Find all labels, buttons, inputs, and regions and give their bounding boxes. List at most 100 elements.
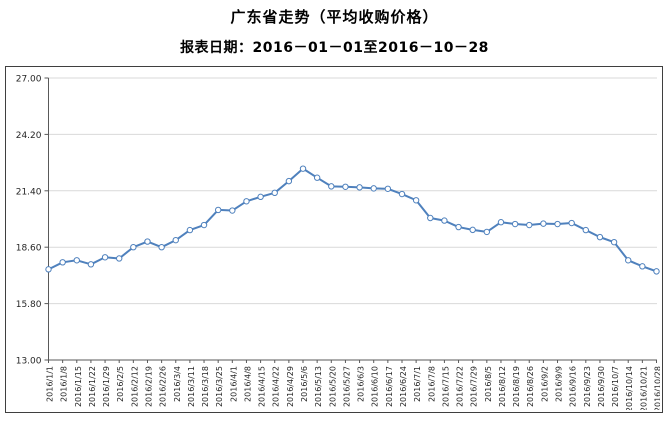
x-axis-label: 2016/1/22 — [88, 366, 97, 407]
data-point-marker — [243, 198, 250, 205]
data-point-marker — [356, 184, 363, 191]
data-point-marker — [469, 226, 476, 234]
x-axis-label: 2016/8/5 — [484, 366, 493, 402]
data-point-marker — [214, 206, 222, 214]
x-axis-label: 2016/1/29 — [102, 366, 111, 407]
x-axis-label: 2016/5/20 — [328, 366, 337, 407]
data-point-marker — [596, 233, 604, 241]
x-axis-label: 2016/3/4 — [173, 366, 182, 402]
data-point-marker — [115, 255, 123, 262]
data-point-marker — [370, 185, 377, 192]
x-axis-label: 2016/1/15 — [74, 366, 83, 407]
data-point-marker — [313, 174, 321, 181]
data-point-marker — [144, 238, 151, 245]
x-axis-label: 2016/7/8 — [427, 366, 436, 402]
x-axis-label: 2016/7/1 — [413, 366, 422, 402]
data-point-marker — [568, 219, 575, 227]
x-axis-label: 2016/10/7 — [611, 366, 620, 407]
data-point-marker — [130, 244, 137, 251]
data-point-marker — [73, 257, 80, 264]
x-axis-label: 2016/5/6 — [300, 366, 309, 402]
x-axis-label: 2016/10/28 — [654, 366, 661, 410]
x-axis-label: 2016/2/5 — [116, 366, 125, 402]
y-axis-label: 27.00 — [16, 75, 42, 85]
x-axis-label: 2016/9/9 — [555, 366, 564, 402]
data-point-marker — [427, 214, 434, 222]
data-point-marker — [526, 221, 533, 229]
x-axis-label: 2016/7/22 — [456, 366, 465, 407]
x-axis-label: 2016/4/29 — [286, 366, 295, 407]
data-point-marker — [285, 177, 293, 185]
x-axis-label: 2016/3/18 — [201, 366, 210, 407]
chart-frame: 27.00 24.20 21.40 18.60 15.80 13.00 2016/1/1 20… — [5, 66, 663, 413]
x-axis-label: 2016/7/15 — [441, 366, 450, 407]
y-axis-label: 21.40 — [16, 187, 42, 197]
data-point-marker — [186, 226, 194, 234]
x-axis-label: 2016/6/3 — [357, 366, 366, 402]
y-axis-label: 15.80 — [16, 300, 42, 310]
data-point-marker — [455, 223, 462, 231]
data-point-marker — [582, 226, 590, 234]
x-axis-label: 2016/1/8 — [60, 366, 69, 402]
data-point-marker — [200, 221, 208, 229]
data-point-marker — [257, 193, 264, 201]
data-point-marker — [398, 190, 406, 198]
data-point-marker — [229, 207, 236, 214]
data-point-marker — [483, 228, 491, 236]
x-axis-label: 2016/10/21 — [639, 366, 648, 410]
x-axis-label: 2016/6/24 — [399, 366, 408, 407]
data-point-marker — [342, 183, 349, 190]
x-axis-label: 2016/2/26 — [159, 366, 168, 407]
x-axis-label: 2016/7/29 — [470, 366, 479, 407]
x-axis-label: 2016/8/19 — [512, 366, 521, 407]
data-point-marker — [328, 183, 335, 190]
data-point-marker — [384, 185, 392, 192]
x-axis-label: 2016/9/23 — [583, 366, 592, 407]
x-axis-label: 2016/3/25 — [215, 366, 224, 407]
data-point-marker — [299, 165, 307, 172]
x-axis-label: 2016/4/22 — [272, 366, 281, 407]
x-axis-label: 2016/2/19 — [144, 366, 153, 407]
x-axis-label: 2016/4/15 — [258, 366, 267, 407]
y-axis-label: 13.00 — [16, 357, 42, 367]
x-axis-label: 2016/6/10 — [371, 366, 380, 407]
data-point-marker — [441, 217, 448, 224]
x-axis-label: 2016/5/13 — [314, 366, 323, 407]
x-axis-label: 2016/5/27 — [342, 366, 351, 407]
x-axis-label: 2016/4/8 — [243, 366, 252, 402]
x-axis-label: 2016/3/11 — [187, 366, 196, 407]
x-axis-label: 2016/8/26 — [526, 366, 535, 407]
y-axis-label: 24.20 — [16, 131, 42, 141]
data-point-marker — [653, 268, 660, 275]
report-date-subtitle: 报表日期：2016－01－01至2016－10－28 — [180, 40, 489, 56]
y-axis-label: 18.60 — [16, 244, 42, 254]
price-line-chart: 27.00 24.20 21.40 18.60 15.80 13.00 2016/1/1 20… — [16, 75, 661, 411]
data-point-marker — [412, 197, 420, 204]
data-point-marker — [639, 263, 646, 270]
data-point-marker — [87, 261, 95, 268]
page-title: 广东省走势（平均收购价格） — [230, 8, 439, 26]
data-point-marker — [101, 254, 109, 261]
x-axis-label: 2016/2/12 — [130, 366, 139, 407]
x-axis-label: 2016/9/30 — [597, 366, 606, 407]
x-axis-label: 2016/4/1 — [229, 366, 238, 402]
price-trend-line — [47, 167, 658, 273]
data-point-marker — [540, 220, 547, 227]
data-point-marker — [554, 220, 561, 228]
data-point-marker — [610, 238, 618, 246]
data-point-marker — [172, 236, 179, 244]
x-axis-label: 2016/9/16 — [569, 366, 578, 407]
data-point-marker — [45, 266, 52, 273]
data-point-marker — [158, 244, 165, 251]
data-point-marker — [511, 220, 519, 228]
data-point-marker — [497, 219, 505, 226]
x-axis-label: 2016/8/12 — [498, 366, 507, 407]
x-axis-label: 2016/10/14 — [625, 366, 634, 410]
data-point-marker — [59, 259, 66, 266]
data-point-marker — [271, 189, 278, 197]
x-axis-label: 2016/9/2 — [540, 366, 549, 402]
x-axis-label: 2016/6/17 — [385, 366, 394, 407]
data-point-marker — [625, 257, 632, 264]
x-axis-label: 2016/1/1 — [46, 366, 55, 402]
